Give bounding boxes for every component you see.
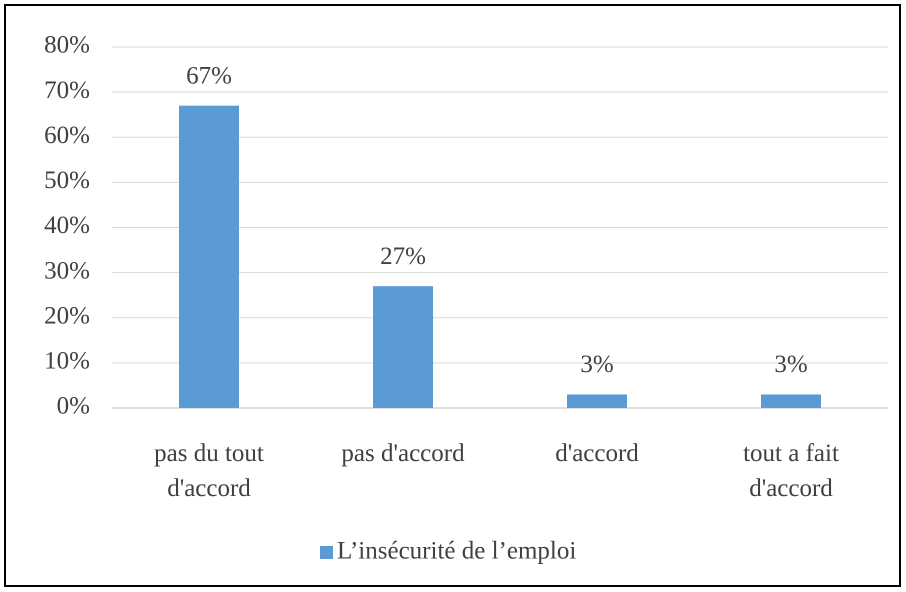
x-tick-label: d'accord [555, 440, 639, 467]
chart-border [4, 4, 901, 587]
data-label: 67% [186, 62, 232, 89]
y-tick-label: 80% [44, 32, 90, 59]
legend-label: L’insécurité de l’emploi [337, 538, 576, 565]
bar [761, 394, 821, 408]
y-tick-label: 0% [57, 393, 90, 420]
data-label: 27% [380, 243, 426, 270]
y-tick-label: 10% [44, 348, 90, 375]
data-label: 3% [774, 351, 807, 378]
x-tick-label: pas d'accord [341, 440, 465, 467]
y-tick-label: 70% [44, 77, 90, 104]
bar [567, 394, 627, 408]
y-tick-label: 40% [44, 212, 90, 239]
legend-swatch [320, 546, 333, 559]
bar [179, 105, 239, 408]
x-tick-label: tout a fait d'accord [743, 440, 839, 502]
x-tick-label: pas du tout d'accord [154, 440, 264, 502]
data-label: 3% [580, 351, 613, 378]
bar [373, 286, 433, 408]
y-tick-label: 20% [44, 302, 90, 329]
y-tick-label: 50% [44, 167, 90, 194]
y-tick-label: 60% [44, 122, 90, 149]
y-tick-label: 30% [44, 257, 90, 284]
